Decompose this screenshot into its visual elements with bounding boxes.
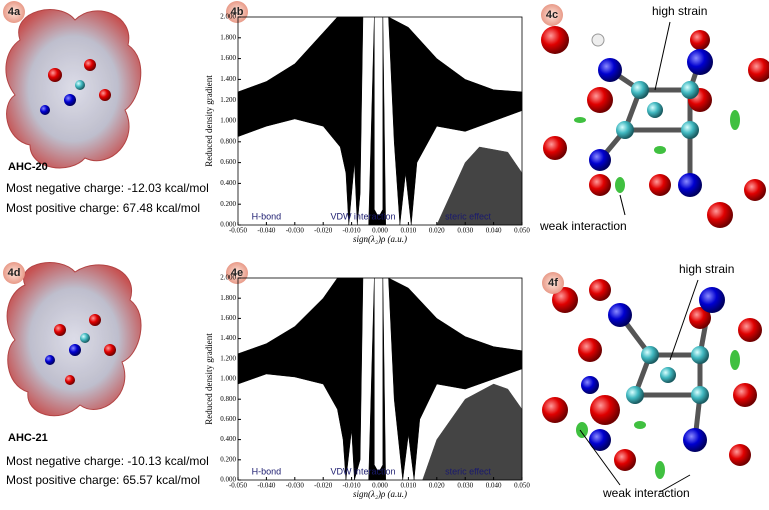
y-tick-label: 0.200	[220, 200, 236, 208]
y-tick-label: 0.600	[220, 415, 236, 423]
annotation: steric effect	[445, 211, 491, 221]
annotation: VDW interaction	[330, 466, 395, 476]
molecule-name: AHC-20	[8, 161, 48, 173]
x-tick-label: 0.050	[514, 227, 530, 235]
charge-text: Most positive charge: 67.48 kcal/mol	[6, 201, 200, 215]
y-tick-label: 1.000	[220, 375, 236, 383]
charge-text: Most negative charge: -10.13 kcal/mol	[6, 454, 209, 468]
annotation: steric effect	[445, 466, 491, 476]
molecule	[542, 279, 762, 479]
x-tick-label: -0.020	[314, 482, 333, 490]
y-tick-label: 1.600	[220, 54, 236, 62]
callout: high strain	[652, 4, 707, 18]
panel-label: 4e	[231, 267, 243, 279]
x-tick-label: 0.010	[401, 482, 417, 490]
x-tick-label: 0.020	[429, 482, 445, 490]
x-tick-label: 0.040	[486, 482, 502, 490]
rdg-region	[388, 277, 523, 481]
y-tick-label: 0.200	[220, 455, 236, 463]
y-tick-label: 1.200	[220, 354, 236, 362]
y-tick-label: 1.400	[220, 75, 236, 83]
panel-label: 4a	[8, 6, 21, 18]
arrow	[669, 279, 699, 361]
x-tick-label: -0.030	[286, 482, 305, 490]
x-tick-label: -0.040	[257, 482, 276, 490]
panel-label: 4f	[548, 277, 558, 289]
x-tick-label: -0.010	[343, 482, 362, 490]
panel-label: 4d	[8, 267, 21, 279]
x-tick-label: -0.010	[343, 227, 362, 235]
x-tick-label: -0.040	[257, 227, 276, 235]
y-tick-label: 0.000	[220, 476, 236, 484]
arrow	[654, 21, 671, 91]
x-tick-label: 0.050	[514, 482, 530, 490]
x-axis-label: sign(λ₂)ρ (a.u.)	[353, 489, 407, 499]
esp-surface	[6, 262, 142, 417]
panel-label: 4b	[231, 6, 244, 18]
y-tick-label: 1.000	[220, 117, 236, 125]
x-tick-label: -0.050	[229, 227, 248, 235]
rdg-region	[368, 16, 386, 226]
y-axis-label: Reduced density gradient	[204, 75, 214, 167]
charge-text: Most negative charge: -12.03 kcal/mol	[6, 181, 209, 195]
y-tick-label: 1.400	[220, 334, 236, 342]
y-tick-label: 2.000	[220, 13, 236, 21]
x-tick-label: 0.030	[457, 482, 473, 490]
callout: high strain	[679, 262, 734, 276]
annotation: H-bond	[252, 211, 282, 221]
esp-surface	[5, 9, 142, 169]
callout: weak interaction	[602, 486, 690, 500]
x-tick-label: 0.030	[457, 227, 473, 235]
rdg-region	[368, 277, 386, 481]
panel-label: 4c	[546, 9, 558, 21]
x-tick-label: 0.000	[372, 482, 388, 490]
x-tick-label: 0.000	[372, 227, 388, 235]
x-tick-label: -0.050	[229, 482, 248, 490]
callout: weak interaction	[539, 219, 627, 233]
x-tick-label: 0.020	[429, 227, 445, 235]
y-tick-label: 1.600	[220, 314, 236, 322]
arrow	[619, 194, 626, 216]
y-axis-label: Reduced density gradient	[204, 333, 214, 425]
rdg-region	[237, 277, 364, 481]
annotation: H-bond	[252, 466, 282, 476]
molecule-name: AHC-21	[8, 432, 48, 444]
y-tick-label: 0.400	[220, 435, 236, 443]
x-axis-label: sign(λ₂)ρ (a.u.)	[353, 234, 407, 244]
y-tick-label: 1.200	[220, 96, 236, 104]
y-tick-label: 0.400	[220, 179, 236, 187]
x-tick-label: 0.040	[486, 227, 502, 235]
rdg-region	[388, 16, 523, 226]
arrow	[579, 429, 621, 486]
charge-text: Most positive charge: 65.57 kcal/mol	[6, 473, 200, 487]
y-tick-label: 1.800	[220, 294, 236, 302]
y-tick-label: 2.000	[220, 274, 236, 282]
y-tick-label: 0.800	[220, 395, 236, 403]
y-tick-label: 0.600	[220, 158, 236, 166]
x-tick-label: -0.020	[314, 227, 333, 235]
x-tick-label: -0.030	[286, 227, 305, 235]
arrow	[659, 474, 691, 493]
panel-labels: 4a 4b 4c 4d 4e 4f	[3, 1, 564, 294]
y-tick-label: 1.800	[220, 33, 236, 41]
y-tick-label: 0.800	[220, 137, 236, 145]
rdg-region	[237, 16, 364, 226]
x-tick-label: 0.010	[401, 227, 417, 235]
annotation: VDW interaction	[330, 211, 395, 221]
molecule	[541, 26, 769, 228]
y-tick-label: 0.000	[220, 221, 236, 229]
